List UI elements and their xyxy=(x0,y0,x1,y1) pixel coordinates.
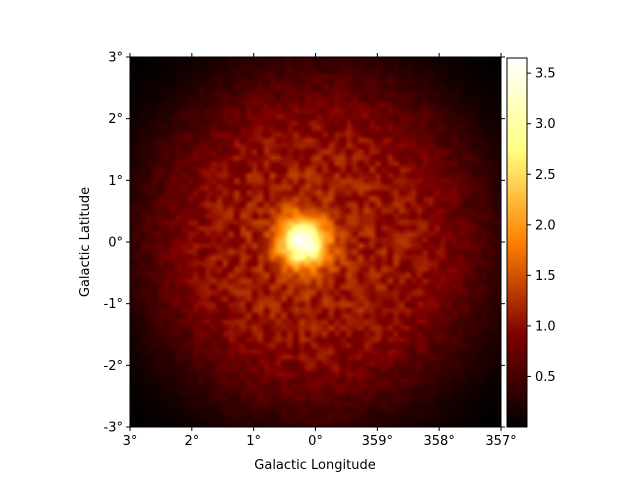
y-tick-label: 0° xyxy=(108,236,123,251)
y-tick-label: -3° xyxy=(104,421,123,436)
colorbar-tick-label: 1.0 xyxy=(535,319,556,334)
y-tick-label: 1° xyxy=(108,174,123,189)
y-tick-label: 3° xyxy=(108,51,123,66)
colorbar-tick-label: 3.5 xyxy=(535,67,556,82)
colorbar-tick-label: 2.0 xyxy=(535,218,556,233)
x-tick-label: 2° xyxy=(184,434,199,449)
x-tick-label: 0° xyxy=(308,434,323,449)
x-axis-ticks: 3° 2° 1° 0° 359° 358° 357° xyxy=(123,53,517,449)
y-tick-label: -1° xyxy=(104,297,123,312)
x-tick-label: 3° xyxy=(123,434,138,449)
colorbar-gradient xyxy=(506,57,528,428)
colorbar-tick-label: 3.0 xyxy=(535,117,556,132)
y-axis-label: Galactic Latitude xyxy=(78,187,93,297)
heatmap-panel xyxy=(129,56,502,428)
x-tick-label: 357° xyxy=(485,434,516,449)
x-tick-label: 1° xyxy=(246,434,261,449)
y-tick-label: 2° xyxy=(108,112,123,127)
y-tick-label: -2° xyxy=(104,359,123,374)
x-tick-label: 359° xyxy=(362,434,393,449)
colorbar-tick-label: 1.5 xyxy=(535,269,556,284)
colorbar-tick-label: 2.5 xyxy=(535,168,556,183)
x-tick-label: 358° xyxy=(424,434,455,449)
heatmap-image xyxy=(130,57,501,427)
y-axis-ticks: -3° -2° -1° 0° 1° 2° 3° xyxy=(104,51,505,436)
colorbar-ticks: 0.5 1.0 1.5 2.0 2.5 3.0 3.5 xyxy=(527,67,556,385)
colorbar-tick-label: 0.5 xyxy=(535,370,556,385)
x-axis-label: Galactic Longitude xyxy=(254,458,375,473)
colorbar: 0.5 1.0 1.5 2.0 2.5 3.0 3.5 xyxy=(506,57,556,428)
